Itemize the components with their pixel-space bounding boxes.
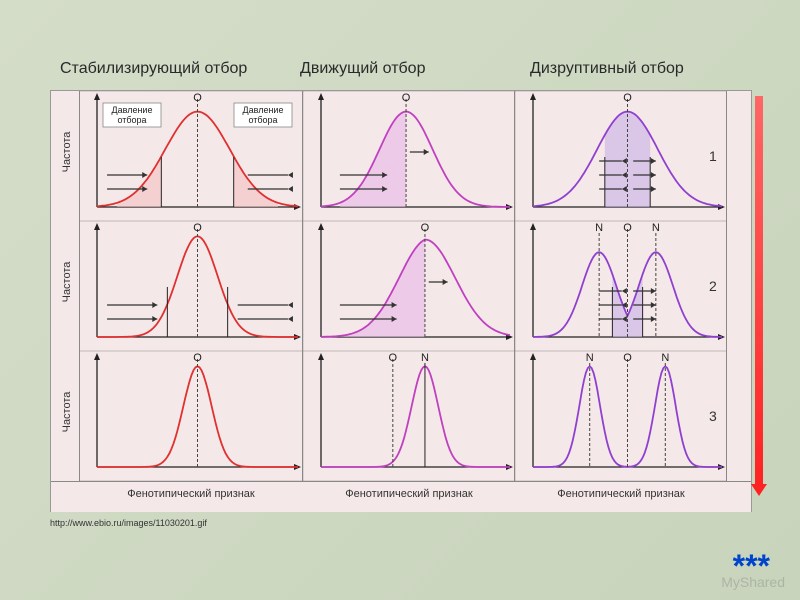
x-axis-label: Фенотипический признак — [303, 488, 515, 500]
y-axis-label: Частота — [61, 372, 73, 452]
title-disruptive: Дизруптивный отбор — [530, 60, 750, 78]
svg-text:отбора: отбора — [117, 115, 146, 125]
svg-text:O: O — [193, 222, 202, 234]
row-number: 1 — [709, 148, 717, 164]
source-url: http://www.ebio.ru/images/11030201.gif — [50, 518, 207, 528]
svg-text:O: O — [623, 352, 632, 364]
title-directional: Движущий отбор — [300, 60, 520, 78]
svg-text:N: N — [586, 352, 594, 364]
svg-text:O: O — [623, 222, 632, 234]
row-number: 2 — [709, 278, 717, 294]
svg-text:O: O — [623, 92, 632, 104]
svg-text:Давление: Давление — [243, 105, 284, 115]
x-axis-label: Фенотипический признак — [79, 488, 303, 500]
y-axis-label: Частота — [61, 242, 73, 322]
svg-text:O: O — [421, 222, 430, 234]
svg-text:N: N — [421, 352, 429, 364]
y-axis-label: Частота — [61, 112, 73, 192]
svg-text:O: O — [402, 92, 411, 104]
svg-text:N: N — [595, 222, 603, 234]
title-stabilizing: Стабилизирующий отбор — [60, 60, 280, 78]
svg-text:N: N — [652, 222, 660, 234]
watermark: MyShared — [721, 574, 785, 590]
svg-text:Давление: Давление — [112, 105, 153, 115]
x-axis-label: Фенотипический признак — [515, 488, 727, 500]
svg-text:O: O — [389, 352, 398, 364]
svg-text:O: O — [193, 352, 202, 364]
svg-text:N: N — [661, 352, 669, 364]
chart-grid: OДавлениеотбораДавлениеотбораOOOOONNOONO… — [50, 90, 752, 512]
svg-text:O: O — [193, 92, 202, 104]
row-number: 3 — [709, 408, 717, 424]
time-arrow — [755, 96, 763, 486]
svg-text:отбора: отбора — [248, 115, 277, 125]
